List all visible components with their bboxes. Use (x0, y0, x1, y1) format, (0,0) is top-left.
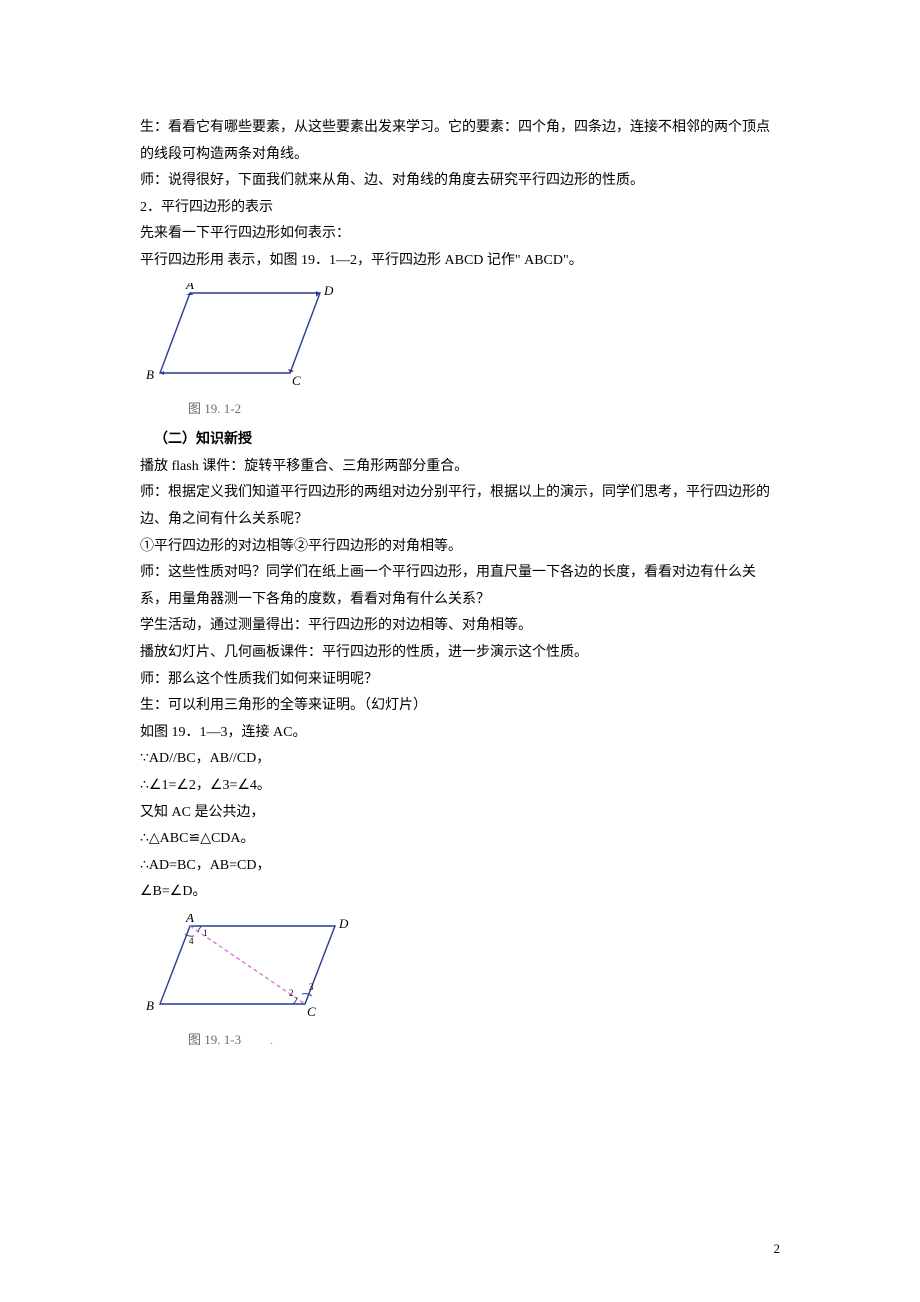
paragraph: ①平行四边形的对边相等②平行四边形的对角相等。 (140, 534, 780, 561)
paragraph: 先来看一下平行四边形如何表示： (140, 221, 780, 248)
vertex-label-c: C (307, 1004, 316, 1019)
paragraph: ∴∠1=∠2，∠3=∠4。 (140, 773, 780, 800)
vertex-label-b: B (146, 367, 154, 382)
vertex-label-b: B (146, 998, 154, 1013)
vertex-label-a: A (185, 283, 194, 292)
paragraph: ∴△ABC≌△CDA。 (140, 826, 780, 853)
paragraph: 又知 AC 是公共边， (140, 800, 780, 827)
paragraph: 如图 19．1—3，连接 AC。 (140, 720, 780, 747)
paragraph: 师：那么这个性质我们如何来证明呢？ (140, 667, 780, 694)
figure-caption: 图 19. 1-3 . (188, 1028, 780, 1053)
page-number: 2 (774, 1237, 781, 1262)
paragraph: 生：可以利用三角形的全等来证明。（幻灯片） (140, 693, 780, 720)
angle-label-3: 3 (309, 982, 314, 992)
angle-label-1: 1 (203, 928, 208, 938)
figure-19-1-3: A D C B 1 4 2 3 (140, 914, 780, 1024)
paragraph: 师：这些性质对吗？同学们在纸上画一个平行四边形，用直尺量一下各边的长度，看看对边… (140, 560, 780, 613)
parallelogram-diagram: A D C B (140, 283, 340, 393)
vertex-label-c: C (292, 373, 301, 388)
paragraph: 生：看看它有哪些要素，从这些要素出发来学习。它的要素：四个角，四条边，连接不相邻… (140, 115, 780, 168)
vertex-label-a: A (185, 914, 194, 925)
paragraph: 播放幻灯片、几何画板课件：平行四边形的性质，进一步演示这个性质。 (140, 640, 780, 667)
figure-caption: 图 19. 1-2 (188, 397, 780, 422)
paragraph: 师：说得很好，下面我们就来从角、边、对角线的角度去研究平行四边形的性质。 (140, 168, 780, 195)
paragraph: 师：根据定义我们知道平行四边形的两组对边分别平行，根据以上的演示，同学们思考，平… (140, 480, 780, 533)
paragraph: 学生活动，通过测量得出：平行四边形的对边相等、对角相等。 (140, 613, 780, 640)
paragraph: ∠B=∠D。 (140, 879, 780, 906)
angle-label-4: 4 (189, 936, 194, 946)
parallelogram-proof-diagram: A D C B 1 4 2 3 (140, 914, 350, 1024)
paragraph: 2．平行四边形的表示 (140, 195, 780, 222)
section-heading: （二）知识新授 (140, 427, 780, 454)
angle-label-2: 2 (289, 988, 294, 998)
vertex-label-d: D (323, 283, 334, 298)
paragraph: 播放 flash 课件：旋转平移重合、三角形两部分重合。 (140, 454, 780, 481)
decorative-dot: . (270, 1036, 273, 1047)
vertex-label-d: D (338, 916, 349, 931)
paragraph: 平行四边形用 表示，如图 19．1—2，平行四边形 ABCD 记作" ABCD"… (140, 248, 780, 275)
figure-caption-text: 图 19. 1-3 (188, 1032, 241, 1047)
page: 生：看看它有哪些要素，从这些要素出发来学习。它的要素：四个角，四条边，连接不相邻… (0, 0, 920, 1302)
paragraph: ∵AD//BC，AB//CD， (140, 746, 780, 773)
paragraph: ∴AD=BC，AB=CD， (140, 853, 780, 880)
figure-19-1-2: A D C B (140, 283, 780, 393)
